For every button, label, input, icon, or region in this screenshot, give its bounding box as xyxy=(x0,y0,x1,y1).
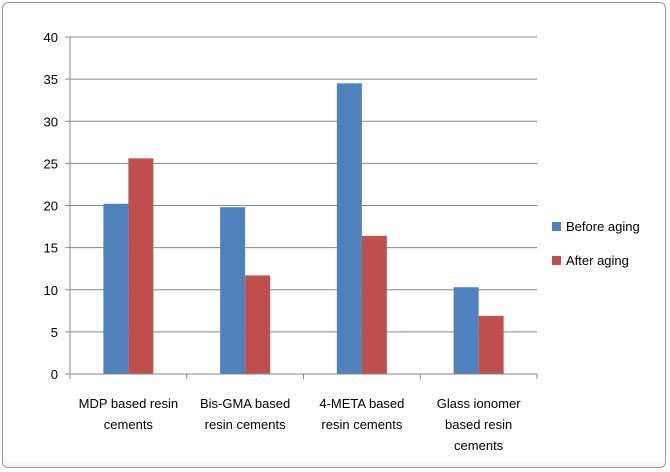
legend-swatch xyxy=(552,256,561,265)
legend-label: After aging xyxy=(566,253,629,268)
y-tick-label: 15 xyxy=(44,241,58,256)
bar-before-aging xyxy=(220,207,246,374)
frame-shadow xyxy=(3,461,665,467)
x-category-label: cements xyxy=(454,438,504,453)
bar-before-aging xyxy=(103,203,129,374)
x-category-label: resin cements xyxy=(321,417,402,432)
x-category-label: based resin xyxy=(445,417,512,432)
x-category-label: Glass ionomer xyxy=(437,396,521,411)
legend-label: Before aging xyxy=(566,219,640,234)
x-category-label: MDP based resin xyxy=(79,396,178,411)
bar-before-aging xyxy=(453,287,479,374)
axes xyxy=(65,36,538,379)
x-category-label: cements xyxy=(104,417,154,432)
y-tick-label: 25 xyxy=(44,156,58,171)
bar-after-aging xyxy=(361,235,387,374)
y-tick-label: 35 xyxy=(44,72,58,87)
y-tick-label: 10 xyxy=(44,283,58,298)
y-tick-label: 5 xyxy=(51,325,58,340)
y-tick-label: 0 xyxy=(51,367,58,382)
bar-after-aging xyxy=(478,315,504,374)
bars xyxy=(103,83,504,375)
bar-before-aging xyxy=(336,83,362,375)
y-tick-label: 40 xyxy=(44,30,58,45)
y-tick-label: 30 xyxy=(44,114,58,129)
x-category-label: 4-META based xyxy=(319,396,404,411)
x-category-label: Bis-GMA based xyxy=(200,396,290,411)
legend-swatch xyxy=(552,222,561,231)
y-axis-ticks: 0 5 10 15 20 25 30 35 40 xyxy=(44,30,58,382)
bar-after-aging xyxy=(245,275,271,374)
x-category-label: resin cements xyxy=(205,417,286,432)
y-tick-label: 20 xyxy=(44,199,58,214)
bar-after-aging xyxy=(128,158,154,374)
legend: Before aging After aging xyxy=(552,219,640,268)
x-axis-categories: MDP based resin cements Bis-GMA based resin… xyxy=(79,396,522,453)
